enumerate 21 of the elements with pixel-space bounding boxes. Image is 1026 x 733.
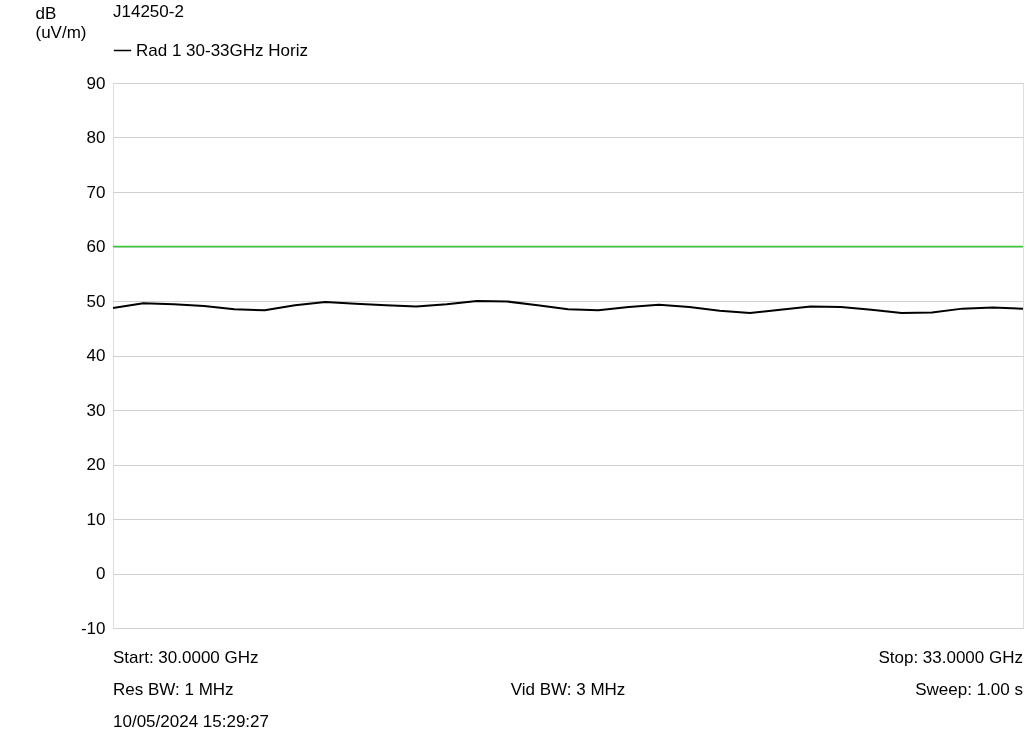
y-tick-label: -10 — [80, 618, 106, 638]
y-tick-label: 30 — [86, 400, 106, 420]
chart-title: J14250-2 — [113, 2, 184, 21]
y-tick-label: 40 — [86, 346, 106, 365]
text: Res BW: 1 MHz — [113, 680, 234, 699]
line-series — [112, 300, 1024, 314]
text: 10/05/2024 15:29:27 — [113, 712, 269, 731]
y-tick-label: 20 — [86, 455, 106, 474]
y-tick-label: 80 — [86, 128, 106, 147]
y-tick-label: 90 — [86, 73, 106, 93]
y-axis-title: dB (uV/m) — [35, 3, 87, 42]
y-tick-label: 70 — [86, 182, 106, 202]
text: Sweep: 1.00 s — [915, 680, 1023, 699]
y-tick-label: 10 — [86, 509, 106, 529]
legend-label: Rad 1 30-33GHz Horiz — [136, 40, 308, 60]
text: Vid BW: 3 MHz — [510, 680, 626, 699]
text: Start: 30.0000 GHz — [113, 648, 259, 667]
y-tick-label: 60 — [86, 237, 106, 256]
y-tick-label: 0 — [96, 564, 106, 583]
y-tick-label: 50 — [86, 291, 106, 311]
text: Stop: 33.0000 GHz — [878, 648, 1023, 667]
